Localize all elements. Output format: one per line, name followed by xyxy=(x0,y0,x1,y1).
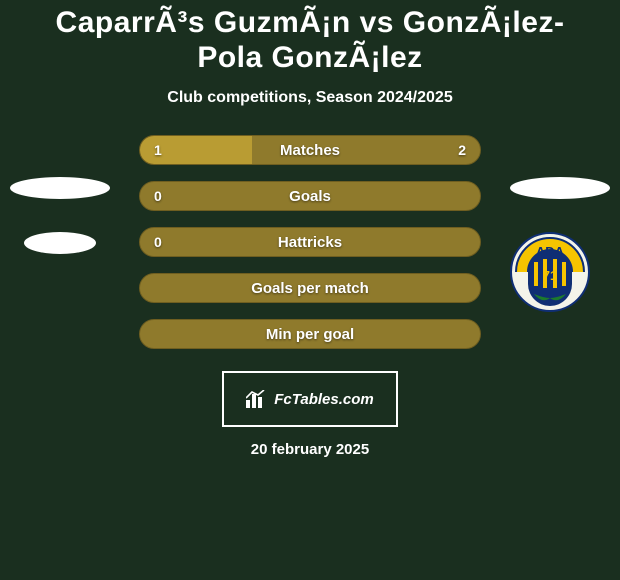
club-badge-left xyxy=(24,232,96,254)
stat-value-left: 0 xyxy=(154,188,162,204)
svg-text:71: 71 xyxy=(543,268,557,283)
page-title: CaparrÃ³s GuzmÃ¡n vs GonzÃ¡lez-Pola Gonz… xyxy=(0,0,620,75)
stat-value-left: 0 xyxy=(154,234,162,250)
brand-chart-icon xyxy=(246,390,266,408)
club-badge-right: ADA 71 xyxy=(510,232,590,312)
brand-box: FcTables.com xyxy=(222,371,398,427)
date-text: 20 february 2025 xyxy=(0,441,620,458)
player-avatar-right xyxy=(510,177,610,199)
stat-row: 1 2 Matches xyxy=(139,135,481,165)
stat-label: Matches xyxy=(280,142,340,159)
svg-text:ADA: ADA xyxy=(536,244,565,259)
brand-text: FcTables.com xyxy=(274,391,373,408)
player-avatar-left xyxy=(10,177,110,199)
stat-label: Goals xyxy=(289,188,331,205)
stat-row: 0 Goals xyxy=(139,181,481,211)
stat-label: Hattricks xyxy=(278,234,342,251)
stat-label: Min per goal xyxy=(266,326,354,343)
stat-row: Goals per match xyxy=(139,273,481,303)
stat-value-right: 2 xyxy=(458,142,466,158)
stat-value-left: 1 xyxy=(154,142,162,158)
stat-row: Min per goal xyxy=(139,319,481,349)
subtitle: Club competitions, Season 2024/2025 xyxy=(0,89,620,107)
stat-row: 0 Hattricks xyxy=(139,227,481,257)
stat-label: Goals per match xyxy=(251,280,369,297)
